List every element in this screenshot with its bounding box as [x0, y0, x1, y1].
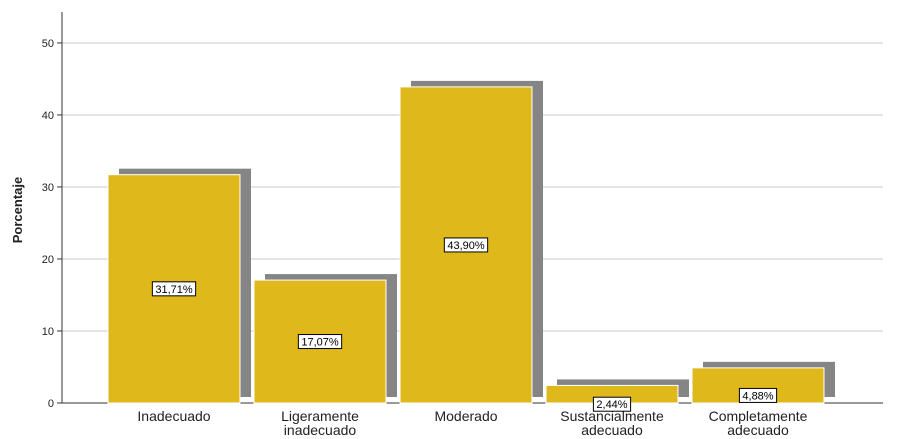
value-label: 43,90% — [447, 240, 485, 252]
value-label-box — [738, 387, 778, 403]
x-tick-label: Moderado — [434, 408, 497, 424]
y-tick-label: 50 — [42, 38, 54, 50]
y-tick-label: 20 — [42, 254, 54, 266]
y-tick-label: 10 — [42, 326, 54, 338]
x-tick-label: Completamente adecuado — [709, 408, 808, 438]
x-tick-label: Ligeramente inadecuado — [281, 408, 359, 438]
value-label: 2,44% — [596, 399, 627, 411]
value-label-box — [297, 334, 343, 350]
value-label-box — [151, 281, 197, 297]
value-label: 4,88% — [742, 390, 773, 402]
value-label: 17,07% — [301, 337, 339, 349]
value-label-box — [592, 396, 632, 412]
y-axis-label: Porcentaje — [10, 177, 25, 243]
x-tick-label: Sustancialmente adecuado — [560, 408, 664, 438]
y-tick-label: 30 — [42, 182, 54, 194]
y-tick-label: 40 — [42, 110, 54, 122]
value-label-box — [443, 237, 489, 253]
x-tick-label: Inadecuado — [137, 408, 210, 424]
value-label: 31,71% — [155, 284, 193, 296]
y-tick-label: 0 — [48, 398, 54, 410]
